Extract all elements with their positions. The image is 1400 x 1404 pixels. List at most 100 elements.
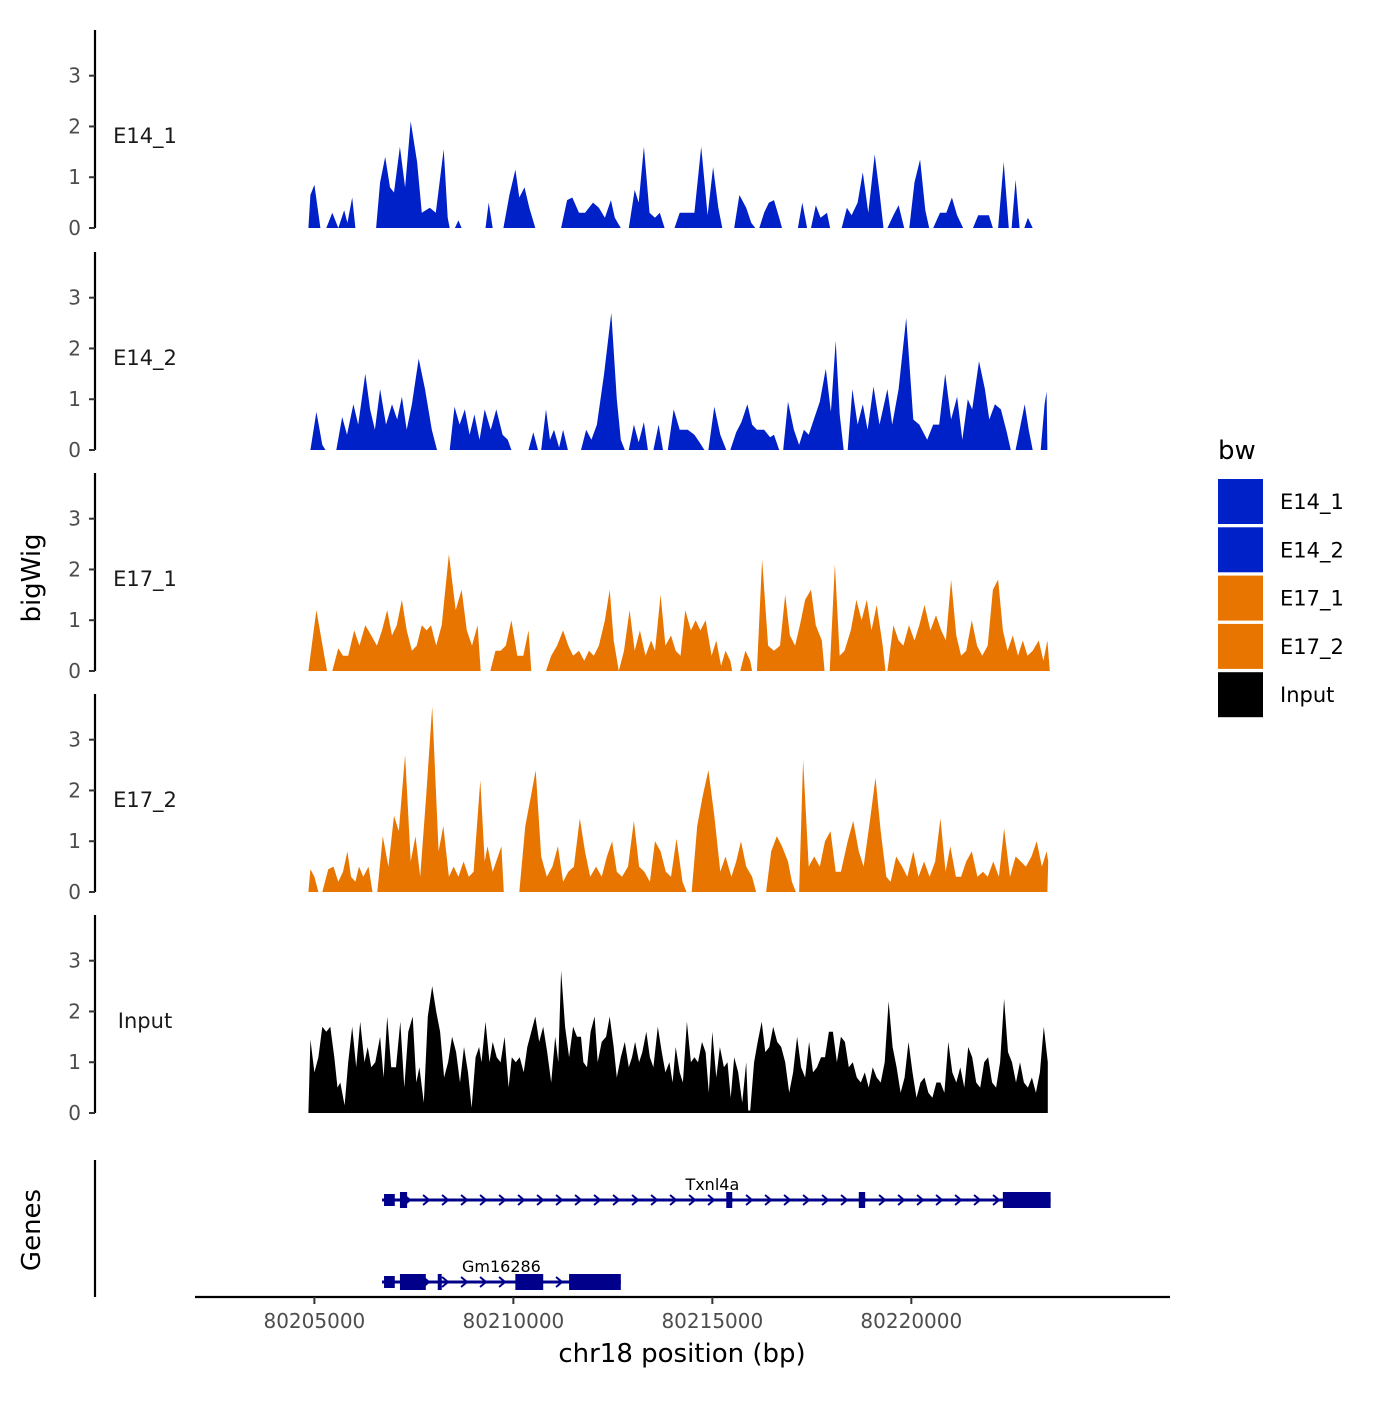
gene-label: Txnl4a xyxy=(684,1175,739,1194)
gene-gm16286: Gm16286 xyxy=(382,1257,621,1290)
strand-arrow xyxy=(878,1194,887,1206)
strand-arrow xyxy=(555,1194,564,1206)
y-tick-label: 3 xyxy=(68,64,81,88)
strand-arrow xyxy=(422,1194,431,1206)
signal-area-e14-1 xyxy=(308,121,1033,228)
signal-area-e17-2 xyxy=(308,706,1049,892)
strand-arrow xyxy=(498,1276,507,1288)
strand-arrow xyxy=(460,1276,469,1288)
gene-exon xyxy=(515,1274,544,1290)
legend-swatch xyxy=(1218,527,1263,573)
strand-arrow xyxy=(973,1194,982,1206)
strand-arrow xyxy=(593,1194,602,1206)
y-tick-label: 2 xyxy=(68,778,81,802)
strand-arrow xyxy=(802,1194,811,1206)
gene-txnl4a: Txnl4a xyxy=(382,1175,1051,1208)
gene-exon xyxy=(858,1192,866,1208)
legend: bw E14_1 E14_2 E17_1 E17_2 Input xyxy=(1218,436,1344,718)
strand-arrow xyxy=(669,1194,678,1206)
strand-arrow xyxy=(612,1194,621,1206)
strand-arrow xyxy=(935,1194,944,1206)
legend-label: Input xyxy=(1280,683,1334,707)
track-label-e14-1: E14_1 xyxy=(113,124,177,149)
y-tick-label: 2 xyxy=(68,336,81,360)
y-tick-label: 1 xyxy=(68,829,81,853)
strand-arrow xyxy=(441,1276,450,1288)
y-tick-label: 3 xyxy=(68,728,81,752)
x-axis-title: chr18 position (bp) xyxy=(558,1339,805,1369)
y-tick-label: 2 xyxy=(68,999,81,1023)
y-tick-label: 0 xyxy=(68,880,81,904)
y-tick-label: 3 xyxy=(68,286,81,310)
signal-area-e17-1 xyxy=(308,554,1050,671)
track-e14-1: 0 1 2 3 E14_1 xyxy=(68,30,1033,240)
y-axis-title: bigWig xyxy=(17,533,47,622)
strand-arrow xyxy=(840,1194,849,1206)
gene-exon xyxy=(437,1274,442,1290)
strand-arrow xyxy=(897,1194,906,1206)
legend-label: E17_1 xyxy=(1280,587,1344,612)
x-tick-label: 80210000 xyxy=(462,1309,564,1333)
x-tick-label: 80205000 xyxy=(263,1309,365,1333)
y-tick-label: 3 xyxy=(68,507,81,531)
legend-item-e17-2: E17_2 xyxy=(1218,623,1344,669)
y-tick-label: 0 xyxy=(68,216,81,240)
strand-arrow xyxy=(783,1194,792,1206)
signal-tracks: 0 1 2 3 E14_1 0 1 2 3 E14_2 0 1 2 3 E17_1 0 1 2 3 E17_2 0 1 2 3… xyxy=(68,30,1050,1125)
track-e14-2: 0 1 2 3 E14_2 xyxy=(68,252,1048,462)
gene-exon xyxy=(399,1274,426,1290)
strand-arrow xyxy=(954,1194,963,1206)
track-label-e17-2: E17_2 xyxy=(113,788,177,813)
strand-arrow xyxy=(479,1276,488,1288)
strand-arrow xyxy=(555,1276,564,1288)
strand-arrow xyxy=(688,1194,697,1206)
legend-item-e14-2: E14_2 xyxy=(1218,527,1344,573)
strand-arrow xyxy=(517,1194,526,1206)
strand-arrow xyxy=(536,1194,545,1206)
strand-arrow xyxy=(460,1194,469,1206)
signal-area-e14-2 xyxy=(310,312,1048,450)
y-tick-label: 0 xyxy=(68,659,81,683)
x-axis: 80205000 80210000 80215000 80220000 xyxy=(195,1295,1170,1333)
strand-arrow xyxy=(745,1194,754,1206)
strand-arrow xyxy=(650,1194,659,1206)
strand-arrow xyxy=(764,1194,773,1206)
x-tick-label: 80215000 xyxy=(661,1309,763,1333)
gene-label: Gm16286 xyxy=(462,1257,541,1276)
strand-arrow xyxy=(916,1194,925,1206)
legend-item-e17-1: E17_1 xyxy=(1218,575,1344,621)
y-tick-label: 1 xyxy=(68,165,81,189)
y-tick-label: 3 xyxy=(68,949,81,973)
legend-item-e14-1: E14_1 xyxy=(1218,479,1344,524)
strand-arrow xyxy=(707,1194,716,1206)
y-tick-label: 1 xyxy=(68,1050,81,1074)
track-label-e17-1: E17_1 xyxy=(113,567,177,592)
legend-label: E14_1 xyxy=(1280,490,1344,515)
track-e17-1: 0 1 2 3 E17_1 xyxy=(68,473,1050,683)
strand-arrow xyxy=(821,1194,830,1206)
legend-item-input: Input xyxy=(1218,672,1334,718)
strand-arrow xyxy=(441,1194,450,1206)
gene-exon xyxy=(726,1192,733,1208)
legend-swatch xyxy=(1218,479,1263,524)
strand-arrow xyxy=(631,1194,640,1206)
gene-exon xyxy=(569,1274,621,1290)
gene-exon xyxy=(399,1192,408,1208)
y-tick-label: 0 xyxy=(68,438,81,462)
strand-arrow xyxy=(498,1194,507,1206)
gene-exon xyxy=(384,1194,395,1206)
legend-swatch xyxy=(1218,672,1263,718)
track-e17-2: 0 1 2 3 E17_2 xyxy=(68,694,1049,904)
track-input: 0 1 2 3 Input xyxy=(68,915,1048,1125)
gene-track-title: Genes xyxy=(17,1189,47,1271)
gene-exon xyxy=(384,1276,395,1288)
strand-arrow xyxy=(574,1194,583,1206)
track-label-input: Input xyxy=(118,1009,172,1033)
y-tick-label: 1 xyxy=(68,387,81,411)
x-tick-label: 80220000 xyxy=(860,1309,962,1333)
strand-arrow xyxy=(479,1194,488,1206)
legend-title: bw xyxy=(1218,436,1256,466)
y-tick-label: 2 xyxy=(68,114,81,138)
